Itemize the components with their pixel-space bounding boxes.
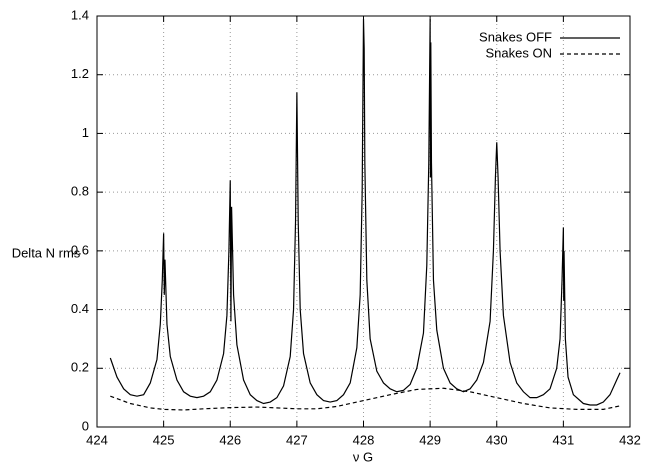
x-tick-label: 432 [619, 432, 641, 447]
plot-frame [96, 15, 631, 428]
x-axis-label: ν G [353, 449, 373, 464]
legend-label: Snakes OFF [479, 29, 552, 44]
y-tick-label: 0.2 [71, 360, 89, 375]
y-tick-label: 0.8 [71, 184, 89, 199]
y-tick-label: 1.4 [71, 7, 89, 22]
y-tick-label: 1.2 [71, 66, 89, 81]
y-tick-label: 0 [82, 418, 89, 433]
x-tick-label: 429 [419, 432, 441, 447]
x-tick-label: 430 [486, 432, 508, 447]
x-tick-label: 424 [86, 432, 108, 447]
y-tick-label: 1 [82, 125, 89, 140]
x-tick-label: 431 [553, 432, 575, 447]
x-tick-label: 425 [153, 432, 175, 447]
y-tick-label: 0.6 [71, 242, 89, 257]
x-tick-label: 426 [219, 432, 241, 447]
series-line [109, 18, 621, 406]
x-tick-label: 427 [286, 432, 308, 447]
legend-label: Snakes ON [486, 45, 552, 60]
y-axis-label: Delta N rms [12, 245, 81, 260]
x-tick-label: 428 [353, 432, 375, 447]
series-line [110, 387, 621, 411]
y-tick-label: 0.4 [71, 301, 89, 316]
